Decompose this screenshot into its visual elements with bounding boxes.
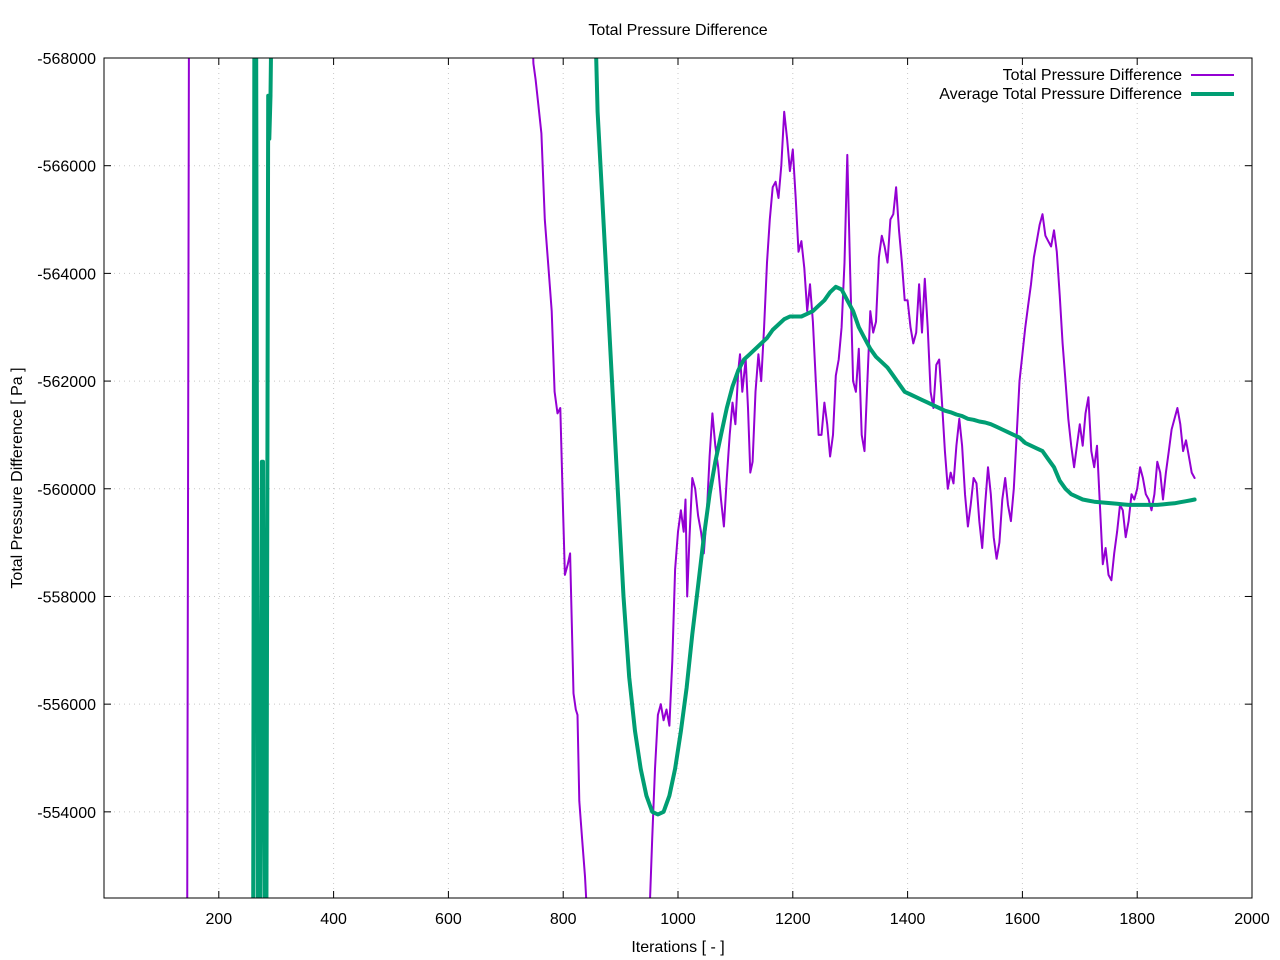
x-tick-label: 200 (205, 911, 232, 928)
y-tick-label: -560000 (37, 482, 96, 499)
x-axis-label: Iterations [ - ] (631, 939, 724, 956)
chart-title: Total Pressure Difference (588, 22, 767, 39)
ticks: 200 400 600 800 1000 1200 1400 1600 1800 2000 -568… (37, 51, 1270, 928)
y-tick-label: -566000 (37, 159, 96, 176)
y-tick-label: -554000 (37, 805, 96, 822)
x-tick-label: 1000 (660, 911, 696, 928)
y-tick-label: -564000 (37, 266, 96, 283)
series-average-total-pressure-difference-line (251, 58, 1197, 898)
y-tick-label: -558000 (37, 589, 96, 606)
y-tick-label: -568000 (37, 51, 96, 68)
y-tick-label: -562000 (37, 374, 96, 391)
y-axis-label: Total Pressure Difference [ Pa ] (9, 367, 26, 588)
x-tick-label: 600 (435, 911, 462, 928)
legend-label: Total Pressure Difference (1003, 67, 1182, 84)
series-total-pressure-difference-line (186, 58, 1196, 898)
series-layer (186, 58, 1197, 898)
x-tick-label: 2000 (1234, 911, 1270, 928)
x-tick-label: 800 (550, 911, 577, 928)
x-tick-label: 1400 (890, 911, 926, 928)
x-tick-label: 1200 (775, 911, 811, 928)
x-tick-label: 1600 (1005, 911, 1041, 928)
legend: Total Pressure Difference Average Total P… (939, 67, 1234, 103)
x-tick-label: 400 (320, 911, 347, 928)
x-tick-label: 1800 (1119, 911, 1155, 928)
y-tick-label: -556000 (37, 697, 96, 714)
legend-label: Average Total Pressure Difference (939, 86, 1182, 103)
grid (104, 58, 1252, 898)
